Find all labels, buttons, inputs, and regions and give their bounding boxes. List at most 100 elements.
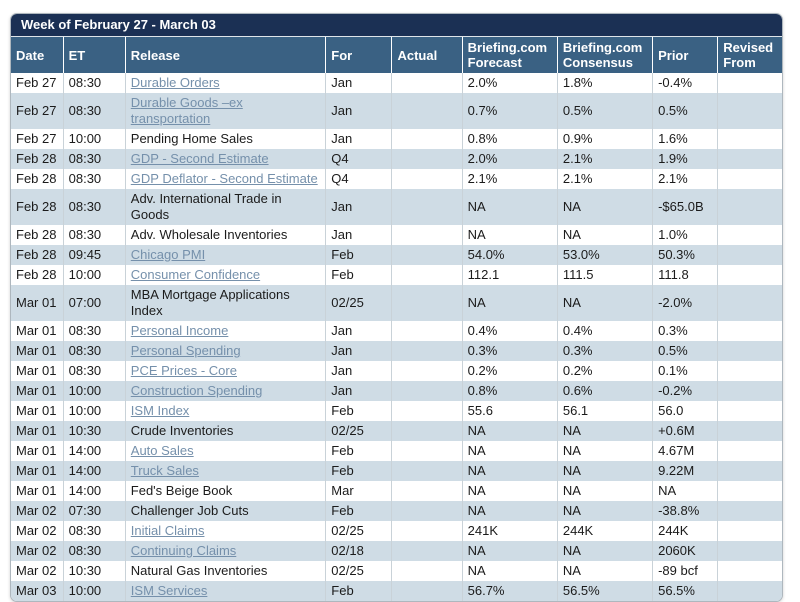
cell-prior: NA — [652, 481, 718, 501]
cell-actual — [391, 129, 463, 149]
col-header-forecast: Briefing.com Forecast — [461, 36, 558, 73]
cell-release: Personal Spending — [124, 341, 326, 361]
cell-prior: 244K — [652, 521, 718, 541]
cell-et: 10:00 — [62, 129, 126, 149]
cell-revised — [717, 541, 782, 561]
cell-revised — [717, 285, 782, 321]
cell-forecast: NA — [461, 561, 558, 581]
cell-for: 02/25 — [325, 521, 392, 541]
cell-actual — [391, 169, 463, 189]
cell-et: 10:30 — [62, 421, 126, 441]
cell-release: MBA Mortgage Applications Index — [124, 285, 326, 321]
cell-release: Continuing Claims — [124, 541, 326, 561]
cell-date: Mar 02 — [16, 563, 57, 578]
release-link[interactable]: Truck Sales — [130, 463, 199, 478]
cell-actual — [391, 561, 463, 581]
release-text: Pending Home Sales — [130, 131, 253, 146]
release-link[interactable]: Construction Spending — [130, 383, 263, 398]
release-link[interactable]: Consumer Confidence — [130, 267, 261, 282]
cell-prior: 56.0 — [652, 401, 718, 421]
cell-et: 10:00 — [62, 581, 126, 601]
cell-consensus: 0.4% — [556, 321, 653, 341]
cell-for: Feb — [325, 265, 392, 285]
release-link[interactable]: Personal Income — [130, 323, 229, 338]
cell-consensus: 53.0% — [556, 245, 653, 265]
cell-date: Mar 01 — [16, 443, 57, 458]
cell-forecast: 55.6 — [461, 401, 558, 421]
cell-forecast: 0.2% — [461, 361, 558, 381]
release-link[interactable]: ISM Index — [130, 403, 190, 418]
release-link[interactable]: GDP - Second Estimate — [130, 151, 269, 166]
economic-calendar-widget: Week of February 27 - March 03 Date ET Rel… — [10, 13, 783, 602]
cell-for: Jan — [325, 93, 392, 129]
cell-date: Mar 01 — [16, 483, 57, 498]
release-text: Adv. International Trade in Goods — [130, 191, 282, 222]
cell-for: Jan — [325, 73, 392, 93]
release-text: MBA Mortgage Applications Index — [130, 287, 290, 318]
cell-et: 08:30 — [62, 521, 126, 541]
cell-revised — [717, 501, 782, 521]
cell-prior: 50.3% — [652, 245, 718, 265]
cell-revised — [717, 581, 782, 601]
cell-revised — [717, 481, 782, 501]
release-text: Fed's Beige Book — [130, 483, 233, 498]
release-link[interactable]: Auto Sales — [130, 443, 194, 458]
table-header-row: Date ET Release For Actual Briefing.com Forec… — [11, 36, 782, 73]
cell-release: Crude Inventories — [124, 421, 326, 441]
release-link[interactable]: Continuing Claims — [130, 543, 237, 558]
cell-actual — [391, 461, 463, 481]
cell-date: Feb 28 — [16, 227, 57, 242]
release-link[interactable]: Chicago PMI — [130, 247, 206, 262]
cell-et: 10:00 — [62, 401, 126, 421]
cell-consensus: 2.1% — [556, 149, 653, 169]
table-row: Feb 27 08:30 Durable Orders Jan 2.0% 1.8% -0.4… — [11, 73, 782, 93]
cell-date: Feb 28 — [16, 199, 57, 214]
release-link[interactable]: Personal Spending — [130, 343, 241, 358]
cell-revised — [717, 561, 782, 581]
release-link[interactable]: Durable Orders — [130, 75, 220, 90]
col-header-date: Date — [11, 36, 64, 73]
release-text: Challenger Job Cuts — [130, 503, 249, 518]
cell-et: 08:30 — [62, 541, 126, 561]
cell-forecast: 2.0% — [461, 149, 558, 169]
calendar-week-title: Week of February 27 - March 03 — [11, 14, 782, 36]
col-header-release: Release — [124, 36, 326, 73]
cell-forecast: 54.0% — [461, 245, 558, 265]
cell-forecast: NA — [461, 541, 558, 561]
cell-for: Feb — [325, 461, 392, 481]
release-link[interactable]: PCE Prices - Core — [130, 363, 237, 378]
cell-actual — [391, 361, 463, 381]
cell-prior: 0.1% — [652, 361, 718, 381]
cell-release: GDP Deflator - Second Estimate — [124, 169, 326, 189]
release-link[interactable]: GDP Deflator - Second Estimate — [130, 171, 318, 186]
table-row: Mar 02 07:30 Challenger Job Cuts Feb NA NA -38… — [11, 501, 782, 521]
cell-consensus: 0.2% — [556, 361, 653, 381]
col-header-prior: Prior — [652, 36, 718, 73]
cell-date: Feb 27 — [16, 131, 57, 146]
cell-revised — [717, 225, 782, 245]
cell-actual — [391, 321, 463, 341]
cell-for: Mar — [325, 481, 392, 501]
release-link[interactable]: Initial Claims — [130, 523, 205, 538]
cell-release: Adv. International Trade in Goods — [124, 189, 326, 225]
cell-date: Mar 02 — [16, 503, 57, 518]
table-row: Feb 28 08:30 Adv. International Trade in G… — [11, 189, 782, 225]
cell-actual — [391, 521, 463, 541]
cell-revised — [717, 245, 782, 265]
cell-for: 02/18 — [325, 541, 392, 561]
cell-consensus: 2.1% — [556, 169, 653, 189]
cell-actual — [391, 73, 463, 93]
table-row: Feb 27 08:30 Durable Goods –ex transportat… — [11, 93, 782, 129]
release-link[interactable]: ISM Services — [130, 583, 208, 598]
release-text: Crude Inventories — [130, 423, 234, 438]
cell-for: Jan — [325, 225, 392, 245]
cell-date: Feb 28 — [16, 151, 57, 166]
release-link[interactable]: Durable Goods –ex transportation — [130, 95, 243, 126]
cell-revised — [717, 321, 782, 341]
cell-consensus: 0.3% — [556, 341, 653, 361]
cell-date: Feb 28 — [16, 171, 57, 186]
cell-forecast: 56.7% — [461, 581, 558, 601]
cell-et: 08:30 — [62, 169, 126, 189]
cell-for: Jan — [325, 189, 392, 225]
cell-date: Mar 01 — [16, 363, 57, 378]
